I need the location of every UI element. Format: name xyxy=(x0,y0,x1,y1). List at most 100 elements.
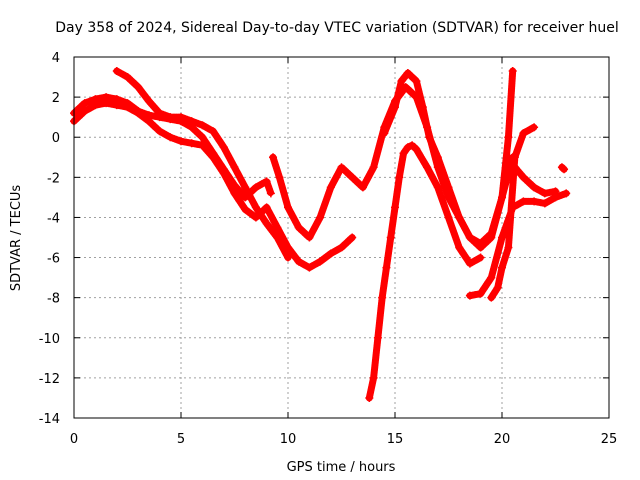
data-point xyxy=(399,149,408,158)
data-point xyxy=(487,273,496,282)
data-point xyxy=(251,203,260,212)
plot-frame xyxy=(73,56,610,419)
data-point xyxy=(262,177,271,186)
data-point xyxy=(386,233,395,242)
x-tick-label: 10 xyxy=(280,432,297,447)
data-point xyxy=(365,393,374,402)
y-axis-title: SDTVAR / TECUs xyxy=(9,185,24,292)
data-point xyxy=(498,263,506,272)
data-point xyxy=(337,163,346,172)
series-track-3 xyxy=(112,67,292,262)
data-point xyxy=(444,213,453,222)
y-tick-label: -12 xyxy=(39,372,60,387)
series-track-7 xyxy=(465,189,571,300)
data-point xyxy=(348,233,357,242)
data-point xyxy=(433,153,442,162)
data-point xyxy=(508,67,517,76)
data-point xyxy=(433,183,442,192)
data-point xyxy=(348,173,357,182)
data-point xyxy=(510,153,519,162)
y-tick-label: 4 xyxy=(52,51,60,66)
data-point xyxy=(519,197,528,206)
data-point xyxy=(91,95,100,104)
y-tick-label: -6 xyxy=(47,252,60,267)
data-point xyxy=(326,183,335,192)
data-point xyxy=(284,253,292,262)
data-point xyxy=(395,173,404,182)
data-point xyxy=(403,69,412,78)
data-point xyxy=(530,123,539,132)
data-point xyxy=(373,333,382,342)
data-point xyxy=(418,103,427,112)
series-layer xyxy=(70,67,571,402)
data-point xyxy=(144,97,153,106)
data-point xyxy=(403,143,412,152)
y-tick-label: -8 xyxy=(47,292,60,307)
data-point xyxy=(187,139,196,148)
x-tick-label: 25 xyxy=(601,432,618,447)
data-point xyxy=(275,173,284,182)
y-tick-label: -10 xyxy=(39,332,60,347)
data-point xyxy=(134,107,143,116)
data-point xyxy=(166,133,175,142)
data-point xyxy=(123,99,132,108)
data-point xyxy=(519,173,528,182)
data-point xyxy=(219,143,228,152)
data-point xyxy=(444,183,453,192)
data-point xyxy=(540,189,549,198)
data-point xyxy=(198,121,207,130)
data-point xyxy=(230,181,239,190)
data-point xyxy=(219,165,228,174)
data-point xyxy=(269,153,278,162)
data-point xyxy=(326,249,335,258)
data-point xyxy=(530,197,539,206)
data-point xyxy=(397,77,406,86)
y-tick-label: -4 xyxy=(47,211,60,226)
series-track-5 xyxy=(365,141,485,402)
data-point xyxy=(519,129,528,138)
data-point xyxy=(493,283,502,292)
series-track-6 xyxy=(380,67,517,252)
data-point xyxy=(80,107,89,116)
data-point xyxy=(369,373,378,382)
data-point xyxy=(455,243,464,252)
series-core xyxy=(468,191,568,298)
y-tick-label: 2 xyxy=(52,91,60,106)
data-point xyxy=(305,263,314,272)
data-point xyxy=(391,203,399,212)
data-point xyxy=(316,213,325,222)
data-point xyxy=(476,253,485,262)
series-core xyxy=(382,69,515,250)
data-point xyxy=(177,113,185,122)
data-point xyxy=(305,233,314,242)
data-point xyxy=(455,213,464,222)
y-tick-label: 0 xyxy=(52,131,60,146)
series-track-1 xyxy=(70,99,357,272)
x-axis-title: GPS time / hours xyxy=(287,460,396,475)
data-point xyxy=(209,149,218,158)
data-point xyxy=(112,67,121,76)
data-point xyxy=(380,129,389,138)
data-point xyxy=(262,203,271,212)
data-point xyxy=(487,233,496,242)
data-point xyxy=(551,187,560,196)
data-point xyxy=(358,183,367,192)
data-point xyxy=(155,109,164,118)
data-point xyxy=(241,183,250,192)
data-point xyxy=(177,137,185,146)
data-point xyxy=(144,111,153,120)
data-point xyxy=(504,133,513,142)
series-track-10 xyxy=(557,163,569,174)
data-point xyxy=(465,233,474,242)
data-point xyxy=(123,73,132,82)
data-point xyxy=(476,243,485,252)
data-point xyxy=(316,257,325,266)
data-point xyxy=(294,257,303,266)
data-point xyxy=(408,141,417,150)
data-point xyxy=(134,83,143,92)
data-point xyxy=(102,93,111,102)
data-point xyxy=(284,203,292,212)
data-point xyxy=(155,127,164,136)
data-point xyxy=(412,77,421,86)
